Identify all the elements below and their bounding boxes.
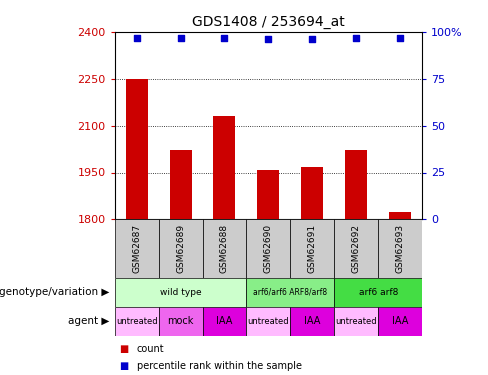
Bar xyxy=(125,80,147,219)
Bar xyxy=(246,219,290,278)
Text: GSM62687: GSM62687 xyxy=(132,224,141,273)
Bar xyxy=(334,219,378,278)
Bar xyxy=(346,150,367,219)
Text: percentile rank within the sample: percentile rank within the sample xyxy=(137,361,302,371)
Bar xyxy=(334,278,422,307)
Text: IAA: IAA xyxy=(216,316,233,326)
Bar xyxy=(213,116,235,219)
Bar xyxy=(258,170,279,219)
Text: ■: ■ xyxy=(120,361,129,371)
Bar xyxy=(378,219,422,278)
Text: GSM62688: GSM62688 xyxy=(220,224,229,273)
Text: arf6 arf8: arf6 arf8 xyxy=(359,288,398,297)
Text: IAA: IAA xyxy=(392,316,408,326)
Bar xyxy=(290,307,334,336)
Text: arf6/arf6 ARF8/arf8: arf6/arf6 ARF8/arf8 xyxy=(253,288,327,297)
Bar xyxy=(246,307,290,336)
Text: mock: mock xyxy=(167,316,194,326)
Bar xyxy=(246,278,334,307)
Bar xyxy=(301,167,323,219)
Text: IAA: IAA xyxy=(304,316,321,326)
Text: genotype/variation ▶: genotype/variation ▶ xyxy=(0,287,110,297)
Bar xyxy=(334,307,378,336)
Bar xyxy=(290,219,334,278)
Text: GSM62689: GSM62689 xyxy=(176,224,185,273)
Text: untreated: untreated xyxy=(116,317,158,326)
Bar xyxy=(159,307,203,336)
Point xyxy=(133,34,141,40)
Point xyxy=(396,34,404,40)
Text: count: count xyxy=(137,344,164,354)
Bar xyxy=(203,307,246,336)
Text: GSM62692: GSM62692 xyxy=(352,224,361,273)
Text: GSM62693: GSM62693 xyxy=(396,224,405,273)
Text: agent ▶: agent ▶ xyxy=(68,316,110,326)
Bar xyxy=(159,219,203,278)
Title: GDS1408 / 253694_at: GDS1408 / 253694_at xyxy=(192,15,345,30)
Text: GSM62691: GSM62691 xyxy=(308,224,317,273)
Point xyxy=(352,34,360,40)
Text: untreated: untreated xyxy=(335,317,377,326)
Point xyxy=(264,36,272,42)
Text: ■: ■ xyxy=(120,344,129,354)
Bar xyxy=(389,212,411,219)
Bar xyxy=(115,307,159,336)
Bar xyxy=(378,307,422,336)
Bar xyxy=(203,219,246,278)
Point xyxy=(177,34,184,40)
Bar xyxy=(115,278,246,307)
Point xyxy=(221,34,228,40)
Text: wild type: wild type xyxy=(160,288,202,297)
Bar xyxy=(115,219,159,278)
Text: GSM62690: GSM62690 xyxy=(264,224,273,273)
Bar xyxy=(170,150,191,219)
Text: untreated: untreated xyxy=(247,317,289,326)
Point xyxy=(308,36,316,42)
